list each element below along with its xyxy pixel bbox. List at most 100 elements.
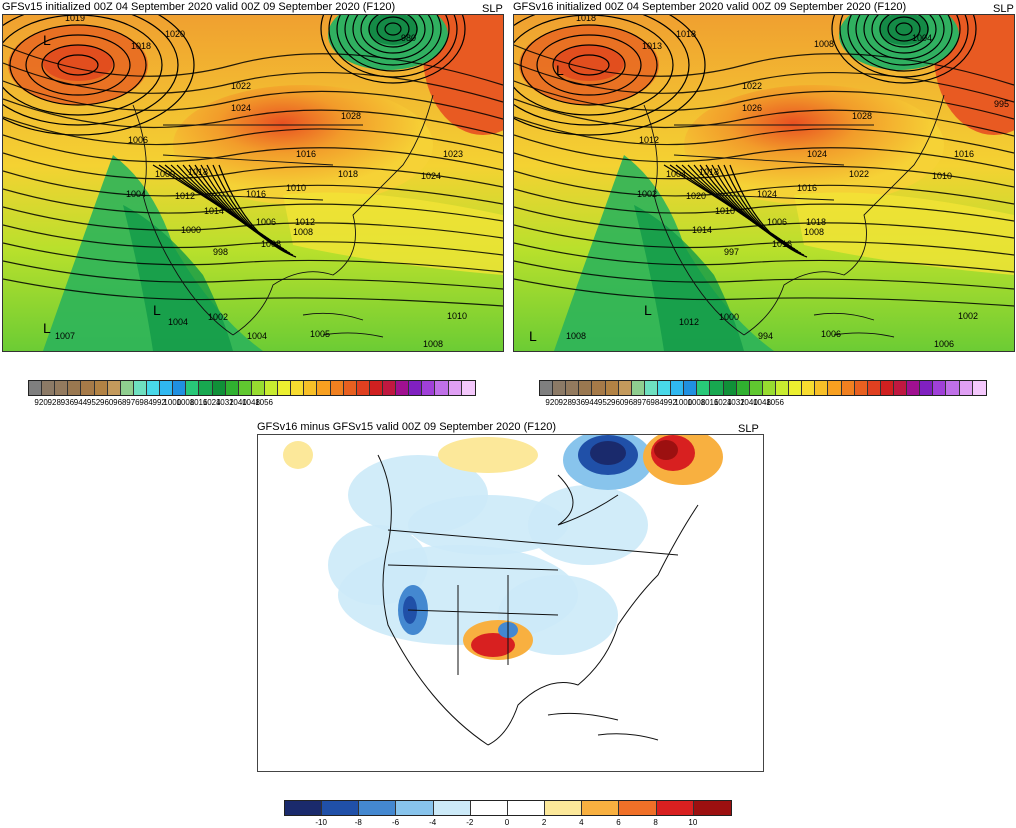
colorbar-swatch (605, 381, 619, 395)
isobar-label: 1018 (188, 167, 208, 177)
colorbar-swatches (28, 380, 476, 396)
isobar-label: 1000 (719, 312, 739, 322)
colorbar-swatch (448, 381, 462, 395)
colorbar-tick-label: 2 (541, 818, 547, 827)
colorbar-swatch (396, 801, 434, 815)
isobar-label: 1010 (715, 206, 735, 216)
colorbar-tick-label: 936 (60, 398, 75, 407)
colorbar-swatch (396, 381, 410, 395)
colorbar-tick-label: 0 (504, 818, 510, 827)
isobar-label: 1004 (126, 189, 146, 199)
colorbar-swatch (238, 381, 252, 395)
colorbar-tick-label: 1040 (739, 398, 758, 407)
colorbar-swatch (278, 381, 292, 395)
colorbar-labels: 920 928 936 944 952 960 968 976 984 992 1000 1008 10… (539, 396, 987, 408)
colorbar-swatch (369, 381, 383, 395)
colorbar-swatch (592, 381, 606, 395)
isobar-label: 1024 (231, 103, 251, 113)
colorbar-swatches (284, 800, 732, 816)
colorbar-swatches (539, 380, 987, 396)
colorbar-swatch (545, 801, 583, 815)
isobar-label: 994 (758, 331, 773, 341)
colorbar-tick-label: 920 (545, 398, 559, 407)
diff-panel-title: GFSv16 minus GFSv15 valid 00Z 09 Septemb… (257, 421, 556, 433)
colorbar-tick-label: 944 (584, 398, 599, 407)
colorbar-swatch (251, 381, 265, 395)
colorbar-tick-label: 928 (47, 398, 61, 407)
colorbar-swatch (946, 381, 960, 395)
colorbar-swatch (553, 381, 567, 395)
isobar-label: 1014 (204, 206, 224, 216)
colorbar-tick-label: 1016 (189, 398, 208, 407)
colorbar-tick-label: 984 (139, 398, 153, 407)
colorbar-tick-label: 1032 (726, 398, 745, 407)
isobar-label: 998 (213, 247, 228, 257)
colorbar-swatch (382, 381, 397, 395)
colorbar-swatch (684, 381, 698, 395)
colorbar-swatch (566, 381, 580, 395)
colorbar-swatch (330, 381, 344, 395)
colorbar-tick-label: 1024 (713, 398, 732, 407)
isobar-label: 1022 (849, 169, 869, 179)
isobar-label: 1023 (443, 149, 463, 159)
colorbar-swatch (359, 801, 397, 815)
isobar-label: 1002 (958, 311, 978, 321)
colorbar-tick-label: 976 (126, 398, 140, 407)
low-pressure-marker: L (43, 320, 51, 336)
colorbar-tick-label: 928 (558, 398, 572, 407)
slp-colorbar-right: 920 928 936 944 952 960 968 976 984 992 1000 1008 10… (539, 380, 987, 408)
colorbar-swatch (618, 381, 632, 395)
isobar-label: 1008 (566, 331, 586, 341)
left-panel-field-label: SLP (482, 3, 503, 15)
colorbar-tick-label: 952 (86, 398, 101, 407)
isobar-label: 1018 (576, 15, 596, 23)
colorbar-swatch (933, 381, 947, 395)
isobar-label: 1010 (932, 171, 952, 181)
isobar-label: 1008 (804, 227, 824, 237)
isobar-label: 1018 (338, 169, 358, 179)
low-pressure-marker: L (644, 302, 652, 318)
isobar-label: 1006 (128, 135, 148, 145)
isobar-label: 1002 (637, 189, 657, 199)
colorbar-swatch (736, 381, 750, 395)
isobar-label: 1008 (423, 339, 443, 349)
low-pressure-marker: L (43, 32, 51, 48)
colorbar-labels: 920 928 936 944 952 960 968 976 984 992 1000 1008 10… (28, 396, 476, 408)
isobar-label: 1026 (742, 103, 762, 113)
colorbar-tick-label: 968 (624, 398, 638, 407)
colorbar-tick-label: -6 (391, 818, 400, 827)
colorbar-swatch (693, 801, 731, 815)
colorbar-swatch (461, 381, 475, 395)
colorbar-swatch (133, 381, 147, 395)
colorbar-tick-label: 968 (113, 398, 127, 407)
right-panel-field-label: SLP (993, 3, 1014, 15)
colorbar-tick-label: 952 (597, 398, 612, 407)
colorbar-tick-label: 960 (611, 398, 625, 407)
colorbar-tick-label: 1000 (163, 398, 182, 407)
colorbar-tick-label: 960 (100, 398, 114, 407)
isobar-label: 1012 (639, 135, 659, 145)
colorbar-tick-label: -8 (354, 818, 362, 827)
colorbar-swatch (29, 381, 43, 395)
isobar-label: 1016 (296, 149, 316, 159)
isobar-label: 1014 (692, 225, 712, 235)
colorbar-swatch (173, 381, 187, 395)
isobar-label: 1028 (341, 111, 361, 121)
isobar-label: 1016 (246, 189, 266, 199)
right-panel-title: GFSv16 initialized 00Z 04 September 2020… (513, 1, 907, 13)
isobar-label: 1012 (175, 191, 195, 201)
diff-panel-field-label: SLP (738, 423, 759, 435)
low-pressure-marker: L (529, 328, 537, 344)
isobar-label: 1000 (155, 169, 175, 179)
isobar-label: 1020 (686, 191, 706, 201)
colorbar-labels: -10 -8 -6 -4 -2 0 2 4 6 8 10 (284, 816, 732, 828)
colorbar-tick-label: 1008 (176, 398, 195, 407)
isobar-label: 1004 (666, 169, 686, 179)
isobar-label: 1004 (912, 33, 932, 43)
colorbar-swatch (972, 381, 986, 395)
colorbar-swatch (356, 381, 370, 395)
colorbar-swatch (841, 381, 855, 395)
isobar-label: 980 (401, 33, 416, 43)
colorbar-swatch (433, 801, 471, 815)
colorbar-tick-label: 992 (152, 398, 166, 407)
